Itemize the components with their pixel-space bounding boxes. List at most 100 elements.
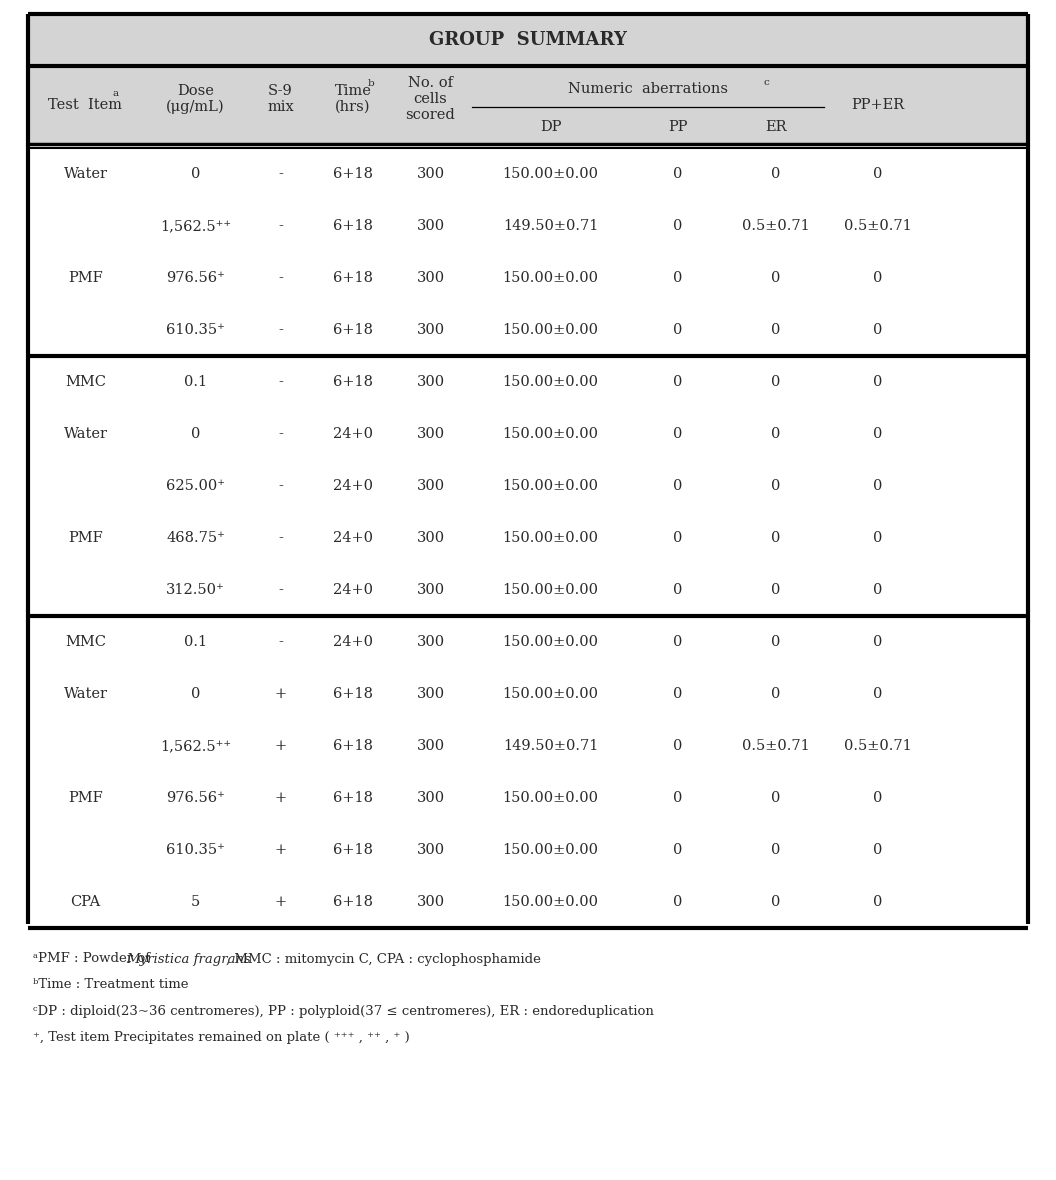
Text: 150.00±0.00: 150.00±0.00 <box>503 375 599 389</box>
Text: No. of
cells
scored: No. of cells scored <box>406 76 455 123</box>
Text: 6+18: 6+18 <box>333 323 373 337</box>
Text: +: + <box>275 687 286 701</box>
Text: 976.56⁺: 976.56⁺ <box>166 791 225 805</box>
Text: 0: 0 <box>771 791 780 805</box>
Text: 1,562.5⁺⁺: 1,562.5⁺⁺ <box>159 739 231 753</box>
Text: ᶜDP : diploid(23~36 centromeres), PP : polyploid(37 ≤ centromeres), ER : endored: ᶜDP : diploid(23~36 centromeres), PP : p… <box>33 1004 654 1017</box>
Text: 0: 0 <box>873 583 883 597</box>
Text: 149.50±0.71: 149.50±0.71 <box>503 739 598 753</box>
Text: 150.00±0.00: 150.00±0.00 <box>503 894 599 909</box>
Text: 300: 300 <box>416 531 445 545</box>
Text: -: - <box>278 635 283 649</box>
Text: +: + <box>275 791 286 805</box>
Text: Test  Item: Test Item <box>49 98 122 112</box>
Text: 0.5±0.71: 0.5±0.71 <box>741 739 809 753</box>
Text: Water: Water <box>63 687 108 701</box>
Text: 0: 0 <box>873 323 883 337</box>
Text: -: - <box>278 323 283 337</box>
Text: 0: 0 <box>873 894 883 909</box>
Text: 6+18: 6+18 <box>333 687 373 701</box>
Text: 300: 300 <box>416 791 445 805</box>
Bar <box>29 66 1027 144</box>
Text: 300: 300 <box>416 583 445 597</box>
Text: 0: 0 <box>771 271 780 286</box>
Text: +: + <box>275 739 286 753</box>
Text: c: c <box>763 78 769 87</box>
Text: b: b <box>367 79 375 87</box>
Text: 150.00±0.00: 150.00±0.00 <box>503 323 599 337</box>
Text: 6+18: 6+18 <box>333 791 373 805</box>
Text: 0: 0 <box>771 894 780 909</box>
Text: 0: 0 <box>674 635 682 649</box>
Text: 150.00±0.00: 150.00±0.00 <box>503 583 599 597</box>
Text: -: - <box>278 531 283 545</box>
Text: 150.00±0.00: 150.00±0.00 <box>503 635 599 649</box>
Text: PMF: PMF <box>69 531 102 545</box>
Text: 0: 0 <box>674 583 682 597</box>
Text: 24+0: 24+0 <box>333 583 373 597</box>
Text: 5: 5 <box>191 894 201 909</box>
Text: 0: 0 <box>674 739 682 753</box>
Text: 0: 0 <box>674 791 682 805</box>
Text: +: + <box>275 843 286 857</box>
Text: 6+18: 6+18 <box>333 894 373 909</box>
Text: 0: 0 <box>674 687 682 701</box>
Text: -: - <box>278 375 283 389</box>
Text: 0: 0 <box>771 531 780 545</box>
Text: 610.35⁺: 610.35⁺ <box>166 843 225 857</box>
Text: 300: 300 <box>416 843 445 857</box>
Text: -: - <box>278 168 283 181</box>
Text: 0: 0 <box>771 635 780 649</box>
Text: 24+0: 24+0 <box>333 479 373 493</box>
Text: Time
(hrs): Time (hrs) <box>335 84 372 114</box>
Text: 0: 0 <box>873 791 883 805</box>
Text: 610.35⁺: 610.35⁺ <box>166 323 225 337</box>
Text: 300: 300 <box>416 323 445 337</box>
Text: -: - <box>278 271 283 286</box>
Text: 625.00⁺: 625.00⁺ <box>166 479 225 493</box>
Text: 0: 0 <box>191 427 201 441</box>
Text: Dose
(μg/mL): Dose (μg/mL) <box>166 84 225 114</box>
Text: MMC: MMC <box>65 635 106 649</box>
Text: 300: 300 <box>416 427 445 441</box>
Text: 0: 0 <box>674 427 682 441</box>
Text: 0: 0 <box>674 168 682 181</box>
Text: 6+18: 6+18 <box>333 739 373 753</box>
Text: 0.5±0.71: 0.5±0.71 <box>741 219 809 232</box>
Text: 300: 300 <box>416 271 445 286</box>
Text: 6+18: 6+18 <box>333 168 373 181</box>
Text: Water: Water <box>63 427 108 441</box>
Text: 150.00±0.00: 150.00±0.00 <box>503 531 599 545</box>
Text: 150.00±0.00: 150.00±0.00 <box>503 479 599 493</box>
Text: 300: 300 <box>416 479 445 493</box>
Text: 0.5±0.71: 0.5±0.71 <box>844 739 912 753</box>
Text: 0: 0 <box>674 271 682 286</box>
Text: 0: 0 <box>771 687 780 701</box>
Text: 150.00±0.00: 150.00±0.00 <box>503 843 599 857</box>
Text: 0: 0 <box>771 323 780 337</box>
Text: 300: 300 <box>416 739 445 753</box>
Text: MMC: MMC <box>65 375 106 389</box>
Text: 0: 0 <box>873 687 883 701</box>
Text: 6+18: 6+18 <box>333 843 373 857</box>
Text: PMF: PMF <box>69 271 102 286</box>
Text: 0: 0 <box>771 168 780 181</box>
Text: 0: 0 <box>771 427 780 441</box>
Text: CPA: CPA <box>71 894 100 909</box>
Text: , MMC : mitomycin C, CPA : cyclophosphamide: , MMC : mitomycin C, CPA : cyclophospham… <box>226 952 541 965</box>
Text: 0: 0 <box>191 168 201 181</box>
Text: 149.50±0.71: 149.50±0.71 <box>503 219 598 232</box>
Text: 312.50⁺: 312.50⁺ <box>166 583 225 597</box>
Text: 0: 0 <box>873 375 883 389</box>
Text: 300: 300 <box>416 375 445 389</box>
Text: -: - <box>278 219 283 232</box>
Text: 0: 0 <box>873 531 883 545</box>
Text: 0.1: 0.1 <box>184 635 207 649</box>
Text: 300: 300 <box>416 635 445 649</box>
Text: 0.5±0.71: 0.5±0.71 <box>844 219 912 232</box>
Text: ᵇTime : Treatment time: ᵇTime : Treatment time <box>33 978 189 991</box>
Bar <box>29 14 1027 66</box>
Text: Myristica fragrans: Myristica fragrans <box>127 952 251 965</box>
Text: 24+0: 24+0 <box>333 531 373 545</box>
Text: 150.00±0.00: 150.00±0.00 <box>503 168 599 181</box>
